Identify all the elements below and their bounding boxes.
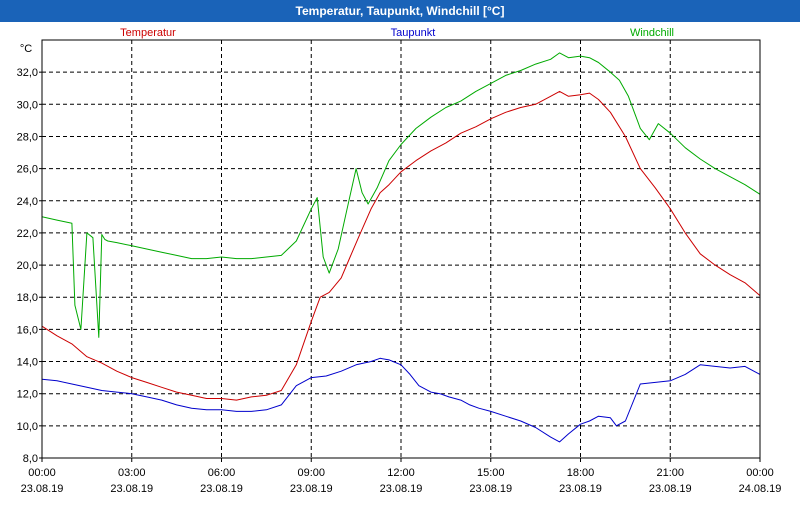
x-tick-time: 12:00	[387, 467, 415, 479]
chart-title: Temperatur, Taupunkt, Windchill [°C]	[0, 0, 800, 22]
chart-svg: Temperatur Taupunkt Windchill 8,0 10,0 12,0 1…	[17, 27, 782, 495]
x-tick-date: 23.08.19	[21, 483, 64, 495]
y-tick-label: 30,0	[17, 99, 38, 111]
legend-windchill: Windchill	[630, 27, 674, 39]
y-tick-label: 26,0	[17, 164, 38, 176]
legend-layer: Temperatur Taupunkt Windchill	[120, 27, 674, 39]
x-tick-time: 00:00	[746, 467, 774, 479]
x-tick-date: 23.08.19	[469, 483, 512, 495]
x-tick-date: 23.08.19	[110, 483, 153, 495]
y-tick-label: 8,0	[23, 453, 38, 465]
y-tick-label: 16,0	[17, 324, 38, 336]
series-line-windchill	[41, 52, 761, 338]
legend-temperatur: Temperatur	[120, 27, 176, 39]
x-tick-time: 00:00	[28, 467, 56, 479]
series-layer	[41, 52, 761, 443]
x-tick-date: 24.08.19	[739, 483, 782, 495]
x-tick-time: 21:00	[656, 467, 684, 479]
legend-taupunkt: Taupunkt	[391, 27, 436, 39]
grid-layer	[42, 40, 760, 458]
y-tick-label: 14,0	[17, 357, 38, 369]
y-tick-label: 32,0	[17, 67, 38, 79]
x-tick-time: 18:00	[567, 467, 595, 479]
x-tick-time: 06:00	[208, 467, 236, 479]
y-tick-label: 20,0	[17, 260, 38, 272]
x-tick-date: 23.08.19	[559, 483, 602, 495]
y-tick-label: 12,0	[17, 389, 38, 401]
x-tick-time: 15:00	[477, 467, 505, 479]
y-tick-label: 18,0	[17, 292, 38, 304]
x-tick-time: 09:00	[297, 467, 325, 479]
x-tick-date: 23.08.19	[380, 483, 423, 495]
x-tick-date: 23.08.19	[200, 483, 243, 495]
x-tick-date: 23.08.19	[290, 483, 333, 495]
x-tick-date: 23.08.19	[649, 483, 692, 495]
y-axis-label: °C	[20, 43, 32, 55]
plot-area: Temperatur Taupunkt Windchill 8,0 10,0 12,0 1…	[0, 22, 800, 500]
y-tick-label: 10,0	[17, 421, 38, 433]
series-line-taupunkt	[41, 357, 761, 443]
plot-frame	[41, 39, 761, 459]
series-line-temperatur	[41, 90, 761, 401]
y-tick-label: 24,0	[17, 196, 38, 208]
axis-layer: 8,0 10,0 12,0 14,0 16,0 18,0 20,0 22,0 24,0 26,0 2…	[17, 39, 782, 495]
y-tick-label: 22,0	[17, 228, 38, 240]
y-tick-label: 28,0	[17, 131, 38, 143]
x-tick-time: 03:00	[118, 467, 146, 479]
